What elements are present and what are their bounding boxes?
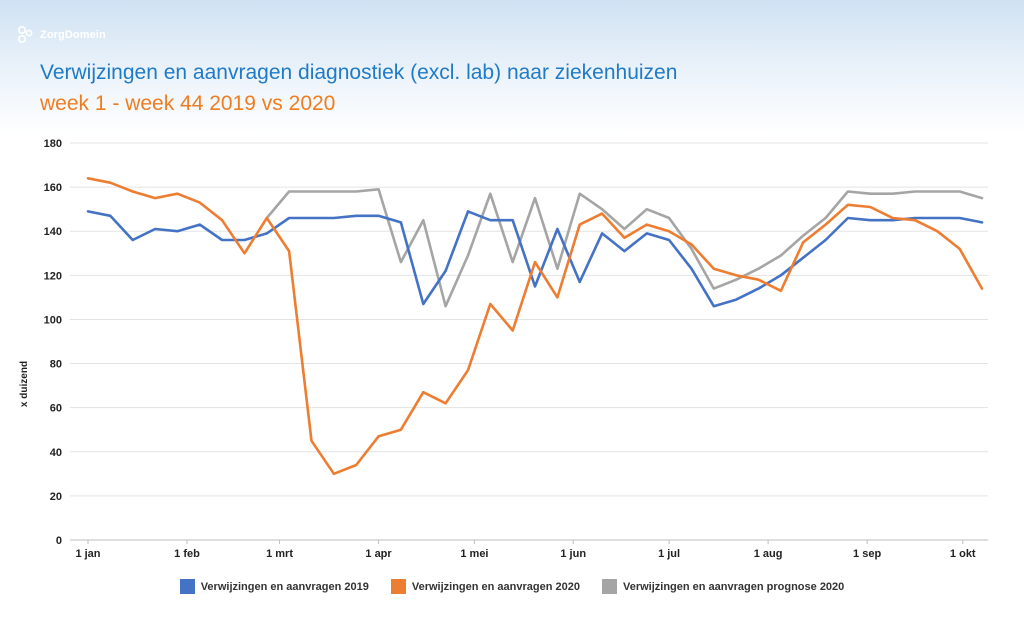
y-tick-label: 60 <box>50 403 62 415</box>
y-tick-label: 140 <box>44 226 62 238</box>
x-tick-label: 1 mrt <box>266 548 293 560</box>
legend-label-2019: Verwijzingen en aanvragen 2019 <box>200 580 369 593</box>
x-tick-label: 1 apr <box>365 548 392 560</box>
y-tick-label: 80 <box>50 359 62 371</box>
series-line-prognose-2020 <box>265 188 984 308</box>
x-tick-label: 1 feb <box>174 548 200 560</box>
zorgdomein-logo-icon <box>17 25 33 44</box>
legend-label-prognose: Verwijzingen en aanvragen prognose 2020 <box>622 580 845 593</box>
x-tick-label: 1 jun <box>560 548 586 560</box>
x-tick-label: 1 aug <box>754 548 783 560</box>
brand-name: ZorgDomein <box>40 29 106 41</box>
series-line-2020 <box>86 177 984 476</box>
legend-swatch-2019 <box>179 579 195 594</box>
x-tick-label: 1 jul <box>658 548 680 560</box>
brand-logo: ZorgDomein <box>16 24 106 46</box>
legend-swatch-prognose <box>601 579 617 594</box>
y-tick-label: 0 <box>56 535 62 547</box>
series-lines <box>86 177 984 476</box>
legend-item-prognose: Verwijzingen en aanvragen prognose 2020 <box>601 579 845 594</box>
y-axis-label: x duizend <box>19 361 30 407</box>
legend: Verwijzingen en aanvragen 2019 Verwijzin… <box>0 579 1024 594</box>
chart-title: Verwijzingen en aanvragen diagnostiek (e… <box>40 61 678 84</box>
x-axis-ticks: 1 jan 1 feb 1 mrt 1 apr 1 mei 1 jun 1 jul 1 aug… <box>75 540 976 560</box>
legend-swatch-2020 <box>390 579 406 594</box>
legend-item-2020: Verwijzingen en aanvragen 2020 <box>390 579 580 594</box>
y-tick-label: 20 <box>50 491 62 503</box>
y-axis-ticks: 0 20 40 60 80 100 120 140 160 180 <box>44 138 62 547</box>
y-tick-label: 160 <box>44 182 62 194</box>
header-band <box>0 0 1024 135</box>
x-tick-label: 1 sep <box>853 548 881 560</box>
chart-subtitle: week 1 - week 44 2019 vs 2020 <box>40 92 336 115</box>
x-tick-label: 1 jan <box>75 548 100 560</box>
gridlines <box>70 142 988 541</box>
series-line-2019 <box>86 210 984 308</box>
y-tick-label: 40 <box>50 447 62 459</box>
legend-item-2019: Verwijzingen en aanvragen 2019 <box>179 579 369 594</box>
x-tick-label: 1 okt <box>950 548 976 560</box>
y-tick-label: 100 <box>44 314 62 326</box>
x-tick-label: 1 mei <box>460 548 488 560</box>
y-tick-label: 180 <box>44 138 62 150</box>
y-tick-label: 120 <box>44 270 62 282</box>
legend-label-2020: Verwijzingen en aanvragen 2020 <box>411 580 580 593</box>
